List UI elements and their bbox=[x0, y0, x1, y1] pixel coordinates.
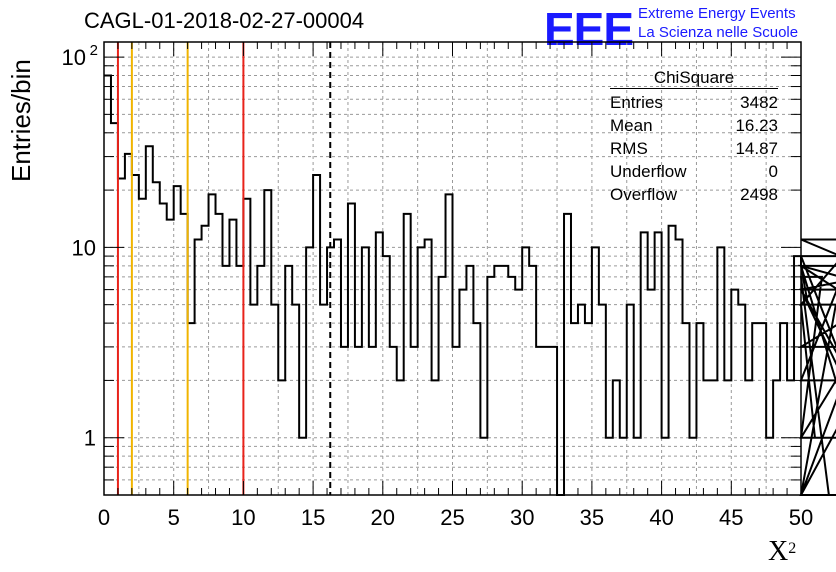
stats-row-mean: Mean 16.23 bbox=[610, 114, 778, 137]
x-tick-label: 25 bbox=[440, 505, 464, 530]
x-tick-label: 5 bbox=[168, 505, 180, 530]
stats-label: Overflow bbox=[610, 185, 678, 204]
x-axis-label-base: X bbox=[768, 536, 789, 567]
x-tick-label: 15 bbox=[301, 505, 325, 530]
stats-box-title: ChiSquare bbox=[610, 68, 778, 89]
x-tick-label: 50 bbox=[789, 505, 813, 530]
x-tick-label: 30 bbox=[510, 505, 534, 530]
stats-label: Mean bbox=[610, 116, 653, 135]
stats-value: 16.23 bbox=[735, 116, 778, 135]
stats-label: Underflow bbox=[610, 162, 687, 181]
x-tick-label: 35 bbox=[580, 505, 604, 530]
x-tick-label: 45 bbox=[719, 505, 743, 530]
y-tick-label: 1 bbox=[84, 426, 96, 451]
x-tick-label: 20 bbox=[371, 505, 395, 530]
logo-line-2: La Scienza nelle Scuole bbox=[638, 24, 799, 41]
x-tick-label: 40 bbox=[649, 505, 673, 530]
stats-value: 14.87 bbox=[735, 139, 778, 158]
logo-line-1: Extreme Energy Events bbox=[638, 5, 796, 22]
eee-logo: EEE bbox=[544, 3, 634, 55]
chart-title: CAGL-01-2018-02-27-00004 bbox=[84, 8, 365, 33]
stats-box: ChiSquare Entries 3482 Mean 16.23 RMS 14.87… bbox=[610, 68, 778, 206]
x-tick-label: 10 bbox=[231, 505, 255, 530]
stats-label: RMS bbox=[610, 139, 648, 158]
stats-value: 3482 bbox=[740, 93, 778, 112]
x-axis-label-sup: 2 bbox=[788, 540, 797, 557]
x-tick-label: 0 bbox=[98, 505, 110, 530]
stats-row-rms: RMS 14.87 bbox=[610, 137, 778, 160]
x-axis-label: X2 bbox=[768, 536, 796, 568]
y-tick-exponent: 2 bbox=[90, 42, 98, 59]
stats-value: 2498 bbox=[740, 185, 778, 204]
stats-value: 0 bbox=[768, 162, 778, 181]
stats-label: Entries bbox=[610, 93, 663, 112]
y-tick-label: 10 bbox=[72, 235, 96, 260]
stats-row-underflow: Underflow 0 bbox=[610, 160, 778, 183]
logo-text: Extreme Energy Events La Scienza nelle S… bbox=[638, 4, 798, 42]
stats-row-entries: Entries 3482 bbox=[610, 91, 778, 114]
y-tick-label: 10 bbox=[62, 45, 86, 70]
stats-row-overflow: Overflow 2498 bbox=[610, 183, 778, 206]
